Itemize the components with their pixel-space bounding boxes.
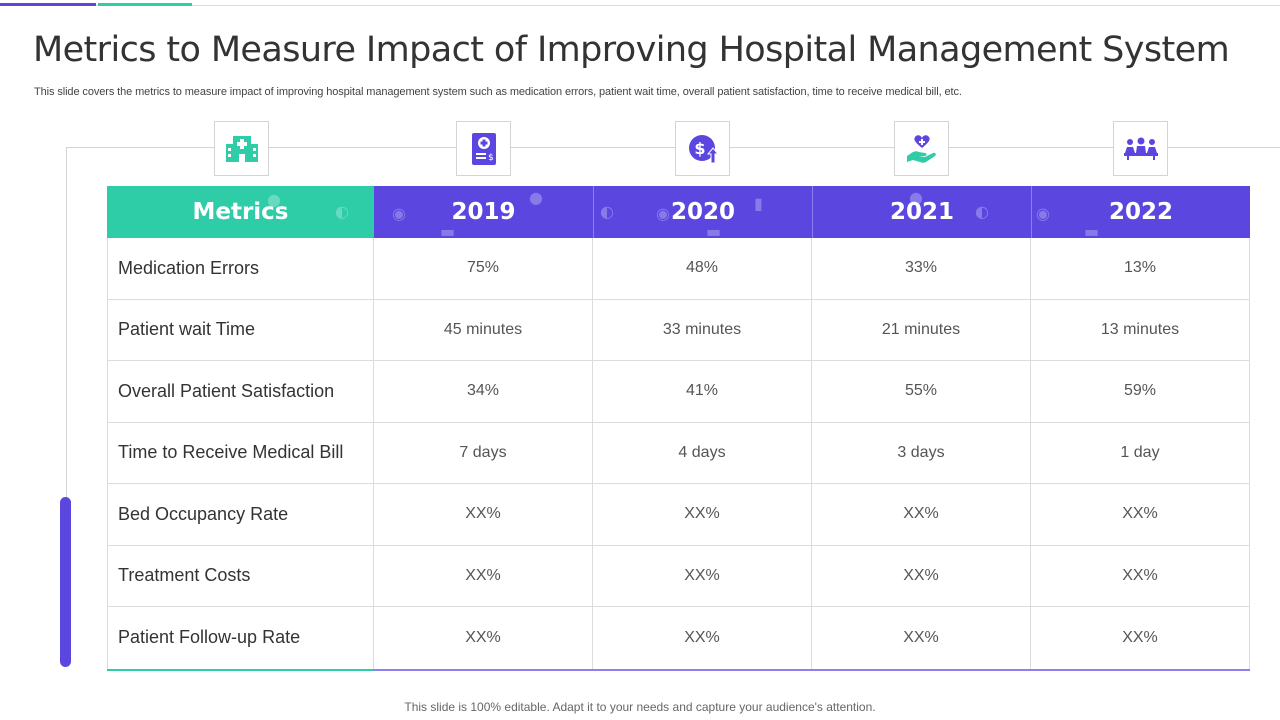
heart-hand-icon	[905, 132, 939, 166]
value-2020: 33 minutes	[593, 299, 812, 360]
header-label: 2021	[889, 199, 954, 225]
capsule-icon: ▬	[706, 222, 722, 238]
pill-icon: ●	[267, 190, 281, 209]
page-title: Metrics to Measure Impact of Improving H…	[33, 30, 1230, 70]
doctor-icon: ◉	[656, 204, 670, 223]
table-row: Medication Errors 75% 48% 33% 13%	[107, 238, 1250, 300]
icon-box-metrics	[214, 121, 269, 176]
metrics-table: ● ◐ Metrics ◉ ● ▬ 2019 ◐ ◉ ▮ ▬ 2020 ◐ ● …	[107, 186, 1250, 671]
header-2019: ◉ ● ▬ 2019	[374, 186, 593, 238]
value-2021: XX%	[812, 607, 1031, 669]
header-label: 2020	[670, 199, 735, 225]
connector-line-vertical	[66, 147, 67, 499]
table-row: Overall Patient Satisfaction 34% 41% 55%…	[107, 361, 1250, 423]
svg-text:$: $	[488, 153, 494, 163]
table-row: Bed Occupancy Rate XX% XX% XX% XX%	[107, 484, 1250, 546]
icon-box-2020: $	[675, 121, 730, 176]
value-2020: 48%	[593, 238, 812, 299]
top-rule	[0, 5, 1280, 6]
value-2019: 7 days	[374, 422, 593, 483]
icon-box-2021	[894, 121, 949, 176]
value-2022: 13 minutes	[1031, 299, 1250, 360]
doctor-icon: ◉	[1036, 204, 1050, 223]
table-row: Time to Receive Medical Bill 7 days 4 da…	[107, 422, 1250, 484]
hospital-icon	[225, 134, 259, 164]
value-2019: 45 minutes	[374, 299, 593, 360]
header-label: Metrics	[192, 199, 289, 225]
value-2020: XX%	[593, 607, 812, 669]
half-circle-icon: ◐	[600, 202, 614, 221]
value-2022: XX%	[1031, 484, 1250, 545]
icon-box-2022	[1113, 121, 1168, 176]
half-circle-icon: ◐	[335, 202, 349, 221]
header-metrics: ● ◐ Metrics	[107, 186, 374, 238]
pill-icon: ●	[529, 188, 543, 207]
value-2021: 21 minutes	[812, 299, 1031, 360]
metric-name: Medication Errors	[107, 238, 374, 299]
metric-name: Patient Follow-up Rate	[107, 607, 374, 669]
team-icon	[1123, 137, 1158, 161]
value-2019: 75%	[374, 238, 593, 299]
value-2020: XX%	[593, 484, 812, 545]
table-row: Treatment Costs XX% XX% XX% XX%	[107, 545, 1250, 607]
bottom-line-purple	[374, 668, 1250, 671]
value-2021: XX%	[812, 484, 1031, 545]
table-row: Patient wait Time 45 minutes 33 minutes …	[107, 299, 1250, 361]
value-2021: 55%	[812, 361, 1031, 422]
value-2020: 41%	[593, 361, 812, 422]
table-bottom-line	[107, 668, 1250, 671]
header-2021: ◐ ● 2021	[812, 186, 1031, 238]
metric-name: Bed Occupancy Rate	[107, 484, 374, 545]
value-2021: XX%	[812, 545, 1031, 606]
header-label: 2019	[451, 199, 516, 225]
footer-note: This slide is 100% editable. Adapt it to…	[404, 700, 876, 714]
accent-bar-purple	[0, 3, 96, 6]
metric-name: Overall Patient Satisfaction	[107, 361, 374, 422]
doctor-icon: ◉	[392, 204, 406, 223]
table-header-row: ● ◐ Metrics ◉ ● ▬ 2019 ◐ ◉ ▮ ▬ 2020 ◐ ● …	[107, 186, 1250, 238]
value-2019: XX%	[374, 545, 593, 606]
bottom-line-teal	[107, 668, 374, 671]
metric-name: Patient wait Time	[107, 299, 374, 360]
medical-report-icon: $	[470, 131, 498, 167]
bottle-icon: ▮	[754, 194, 763, 213]
header-2022: ◉ ▬ 2022	[1031, 186, 1250, 238]
value-2021: 33%	[812, 238, 1031, 299]
pill-icon: ●	[909, 188, 923, 207]
header-2020: ◐ ◉ ▮ ▬ 2020	[593, 186, 812, 238]
svg-text:$: $	[694, 139, 705, 158]
header-label: 2022	[1108, 199, 1173, 225]
table-row: Patient Follow-up Rate XX% XX% XX% XX%	[107, 607, 1250, 669]
value-2022: 59%	[1031, 361, 1250, 422]
value-2022: 1 day	[1031, 422, 1250, 483]
dollar-up-icon: $	[687, 133, 719, 165]
value-2021: 3 days	[812, 422, 1031, 483]
capsule-icon: ▬	[440, 222, 456, 238]
value-2022: XX%	[1031, 545, 1250, 606]
half-circle-icon: ◐	[975, 202, 989, 221]
side-accent-bar	[60, 497, 71, 667]
value-2019: 34%	[374, 361, 593, 422]
value-2019: XX%	[374, 484, 593, 545]
icon-box-2019: $	[456, 121, 511, 176]
value-2022: 13%	[1031, 238, 1250, 299]
accent-bar-teal	[98, 3, 192, 6]
value-2020: 4 days	[593, 422, 812, 483]
value-2019: XX%	[374, 607, 593, 669]
page-subtitle: This slide covers the metrics to measure…	[34, 86, 962, 98]
metric-name: Treatment Costs	[107, 545, 374, 606]
value-2022: XX%	[1031, 607, 1250, 669]
connector-line-horizontal	[66, 147, 1280, 148]
capsule-icon: ▬	[1084, 222, 1100, 238]
value-2020: XX%	[593, 545, 812, 606]
metric-name: Time to Receive Medical Bill	[107, 422, 374, 483]
